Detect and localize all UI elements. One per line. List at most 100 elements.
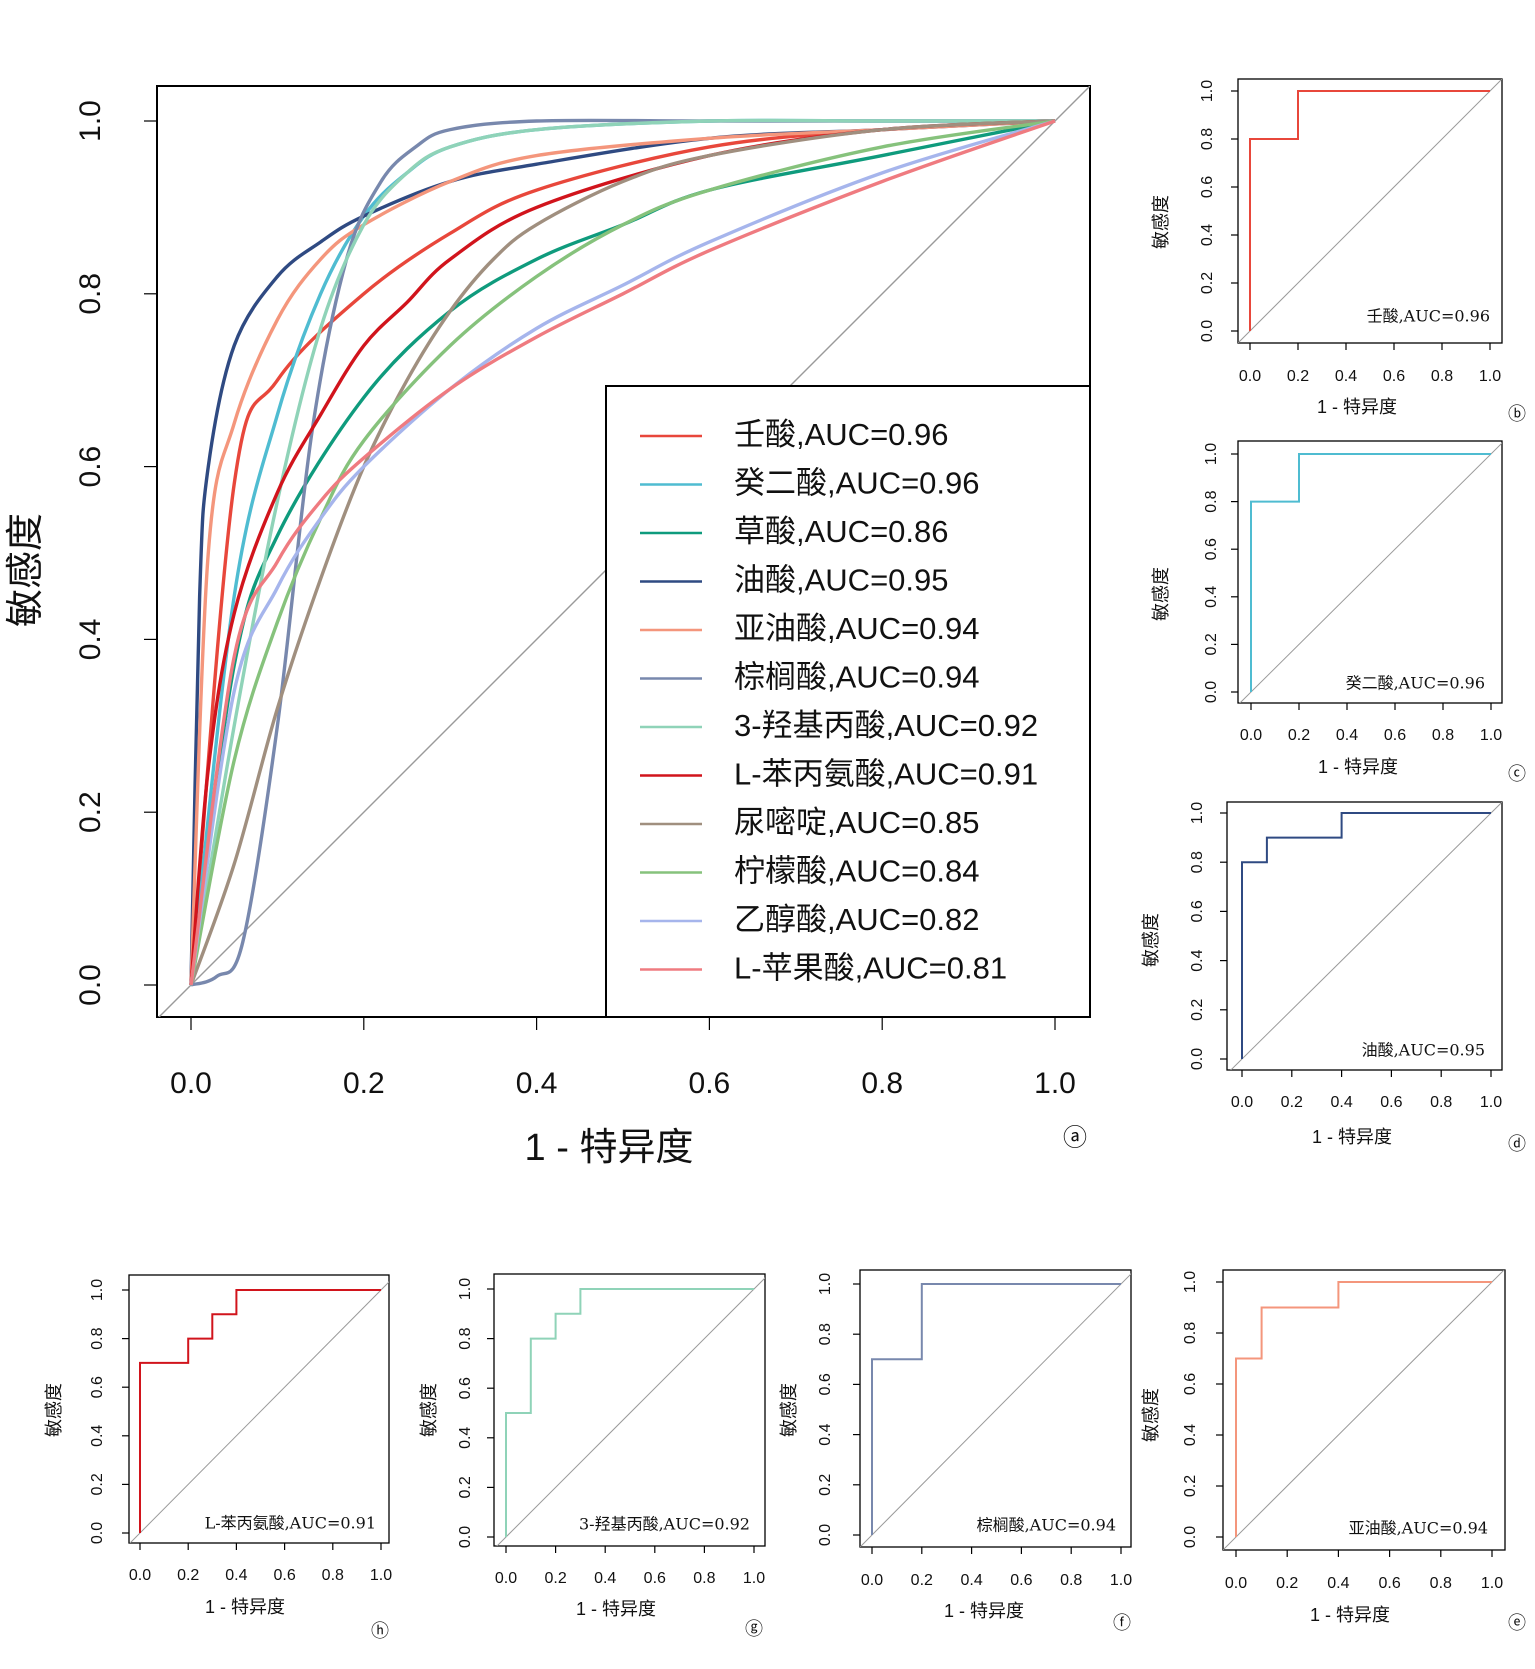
roc-panel-a: 0.0 0.2 0.4 0.6 0.8 1.0 0.0 0.2 0.4 0.6 0.8 1.0 1 - …: [5, 85, 1091, 1169]
x-tick-label: 0.2: [1281, 1094, 1303, 1111]
x-tick-label: 0.8: [322, 1567, 344, 1584]
x-tick-label: 0.2: [1276, 1575, 1298, 1592]
y-tick-label: 1.0: [817, 1273, 834, 1295]
x-axis-label: 1 - 特异度: [1312, 1127, 1392, 1147]
x-tick-label: 0.2: [544, 1570, 566, 1587]
roc-step-curve: [871, 1283, 1121, 1535]
panel-tag: ⓐ: [1063, 1124, 1087, 1152]
x-tick-label: 0.4: [1335, 368, 1357, 385]
auc-annotation: 3-羟基丙酸,AUC=0.92: [579, 1515, 750, 1534]
y-tick-label: 0.2: [1182, 1475, 1199, 1497]
x-tick-label: 0.4: [1330, 1094, 1352, 1111]
auc-annotation: L-苯丙氨酸,AUC=0.91: [205, 1514, 376, 1533]
y-tick-label: 0.2: [817, 1474, 834, 1496]
x-tick-label: 0.4: [594, 1570, 616, 1587]
y-tick-label: 0.4: [457, 1427, 474, 1449]
x-axis-label: 1 - 特异度: [1317, 397, 1397, 417]
panel-tag: ⓗ: [371, 1621, 389, 1642]
y-tick-label: 0.0: [1199, 320, 1216, 342]
x-tick-label: 0.0: [1231, 1094, 1253, 1111]
y-axis-label: 敏感度: [1141, 1388, 1161, 1442]
y-tick-label: 0.2: [74, 791, 107, 833]
y-tick-label: 0.2: [457, 1476, 474, 1498]
y-tick-label: 0.2: [1203, 633, 1220, 655]
roc-panel-g: 0.0 0.2 0.4 0.6 0.8 1.0 0.0 0.2 0.4 0.6 0.8 1.0 1 - …: [419, 1273, 766, 1640]
roc-step-curve: [505, 1288, 754, 1537]
x-tick-label: 0.4: [516, 1067, 558, 1100]
legend-entry: 癸二酸,AUC=0.96: [734, 466, 980, 501]
x-tick-label: 1.0: [370, 1567, 392, 1584]
y-axis-label: 敏感度: [44, 1383, 64, 1437]
panel-tag: ⓓ: [1508, 1134, 1526, 1155]
x-tick-label: 1.0: [1480, 1094, 1502, 1111]
y-tick-label: 1.0: [457, 1278, 474, 1300]
x-axis-label: 1 - 特异度: [205, 1597, 285, 1617]
auc-annotation: 亚油酸,AUC=0.94: [1349, 1519, 1488, 1538]
roc-curve-9: [189, 119, 1056, 986]
x-tick-label: 0.0: [129, 1567, 151, 1584]
y-tick-label: 0.4: [1199, 224, 1216, 246]
y-tick-label: 1.0: [89, 1279, 106, 1301]
panel-tag: ⓒ: [1508, 764, 1526, 785]
x-axis-label: 1 - 特异度: [576, 1599, 656, 1619]
x-tick-label: 0.2: [177, 1567, 199, 1584]
y-tick-label: 0.2: [89, 1473, 106, 1495]
auc-annotation: 油酸,AUC=0.95: [1362, 1041, 1485, 1060]
x-tick-label: 1.0: [1480, 727, 1502, 744]
x-tick-label: 1.0: [1034, 1067, 1076, 1100]
legend-entry: 棕榈酸,AUC=0.94: [734, 660, 980, 695]
y-tick-label: 0.8: [1199, 128, 1216, 150]
y-tick-label: 0.6: [89, 1376, 106, 1398]
reference-diagonal: [1239, 442, 1502, 703]
x-tick-label: 0.6: [1380, 1094, 1402, 1111]
plot-frame: [1237, 78, 1503, 344]
x-tick-label: 0.6: [1384, 727, 1406, 744]
roc-panel-d: 0.0 0.2 0.4 0.6 0.8 1.0 0.0 0.2 0.4 0.6 0.8 1.0 1 - …: [1141, 801, 1526, 1155]
roc-curve-7: [189, 118, 1055, 986]
y-tick-label: 0.4: [1203, 586, 1220, 608]
roc-step-curve: [1241, 812, 1491, 1059]
legend-entry: 亚油酸,AUC=0.94: [734, 611, 980, 646]
roc-step-curve: [1235, 1281, 1492, 1537]
legend-entry: 壬酸,AUC=0.96: [734, 417, 949, 452]
roc-panel-c: 0.0 0.2 0.4 0.6 0.8 1.0 0.0 0.2 0.4 0.6 0.8 1.0 1 - …: [1151, 440, 1526, 785]
auc-annotation: 癸二酸,AUC=0.96: [1346, 674, 1485, 693]
x-tick-label: 0.6: [1010, 1572, 1032, 1589]
x-tick-label: 0.0: [170, 1067, 212, 1100]
y-tick-label: 0.2: [1199, 272, 1216, 294]
y-tick-label: 0.8: [1182, 1322, 1199, 1344]
y-tick-label: 0.0: [817, 1524, 834, 1546]
y-tick-label: 0.6: [457, 1377, 474, 1399]
x-tick-label: 0.6: [1378, 1575, 1400, 1592]
y-tick-label: 1.0: [74, 100, 107, 142]
panel-tag: ⓕ: [1113, 1613, 1131, 1634]
y-tick-label: 0.4: [817, 1423, 834, 1445]
plot-frame: [128, 1274, 390, 1544]
x-tick-label: 1.0: [1479, 368, 1501, 385]
y-tick-label: 0.8: [817, 1323, 834, 1345]
x-tick-label: 0.8: [693, 1570, 715, 1587]
panel-tag: ⓖ: [745, 1619, 763, 1640]
plot-frame: [493, 1273, 766, 1547]
y-tick-label: 1.0: [1189, 802, 1206, 824]
y-tick-label: 0.6: [1199, 176, 1216, 198]
y-tick-label: 0.4: [74, 619, 107, 661]
reference-diagonal: [1223, 1270, 1505, 1550]
x-tick-label: 1.0: [1481, 1575, 1503, 1592]
x-tick-label: 0.0: [861, 1572, 883, 1589]
x-tick-label: 0.8: [1431, 368, 1453, 385]
y-tick-label: 0.4: [1189, 949, 1206, 971]
x-axis-label: 1 - 特异度: [525, 1127, 694, 1169]
plot-frame: [1237, 440, 1503, 704]
x-tick-label: 1.0: [1110, 1572, 1132, 1589]
x-tick-label: 0.6: [1383, 368, 1405, 385]
legend-entry: L-苯丙氨酸,AUC=0.91: [734, 757, 1038, 792]
reference-diagonal: [860, 1273, 1131, 1547]
x-tick-label: 0.4: [1336, 727, 1358, 744]
x-tick-label: 0.2: [911, 1572, 933, 1589]
x-tick-label: 0.8: [1060, 1572, 1082, 1589]
roc-step-curve: [1250, 453, 1491, 692]
x-tick-label: 0.4: [1327, 1575, 1349, 1592]
panel-tag: ⓔ: [1508, 1613, 1526, 1634]
